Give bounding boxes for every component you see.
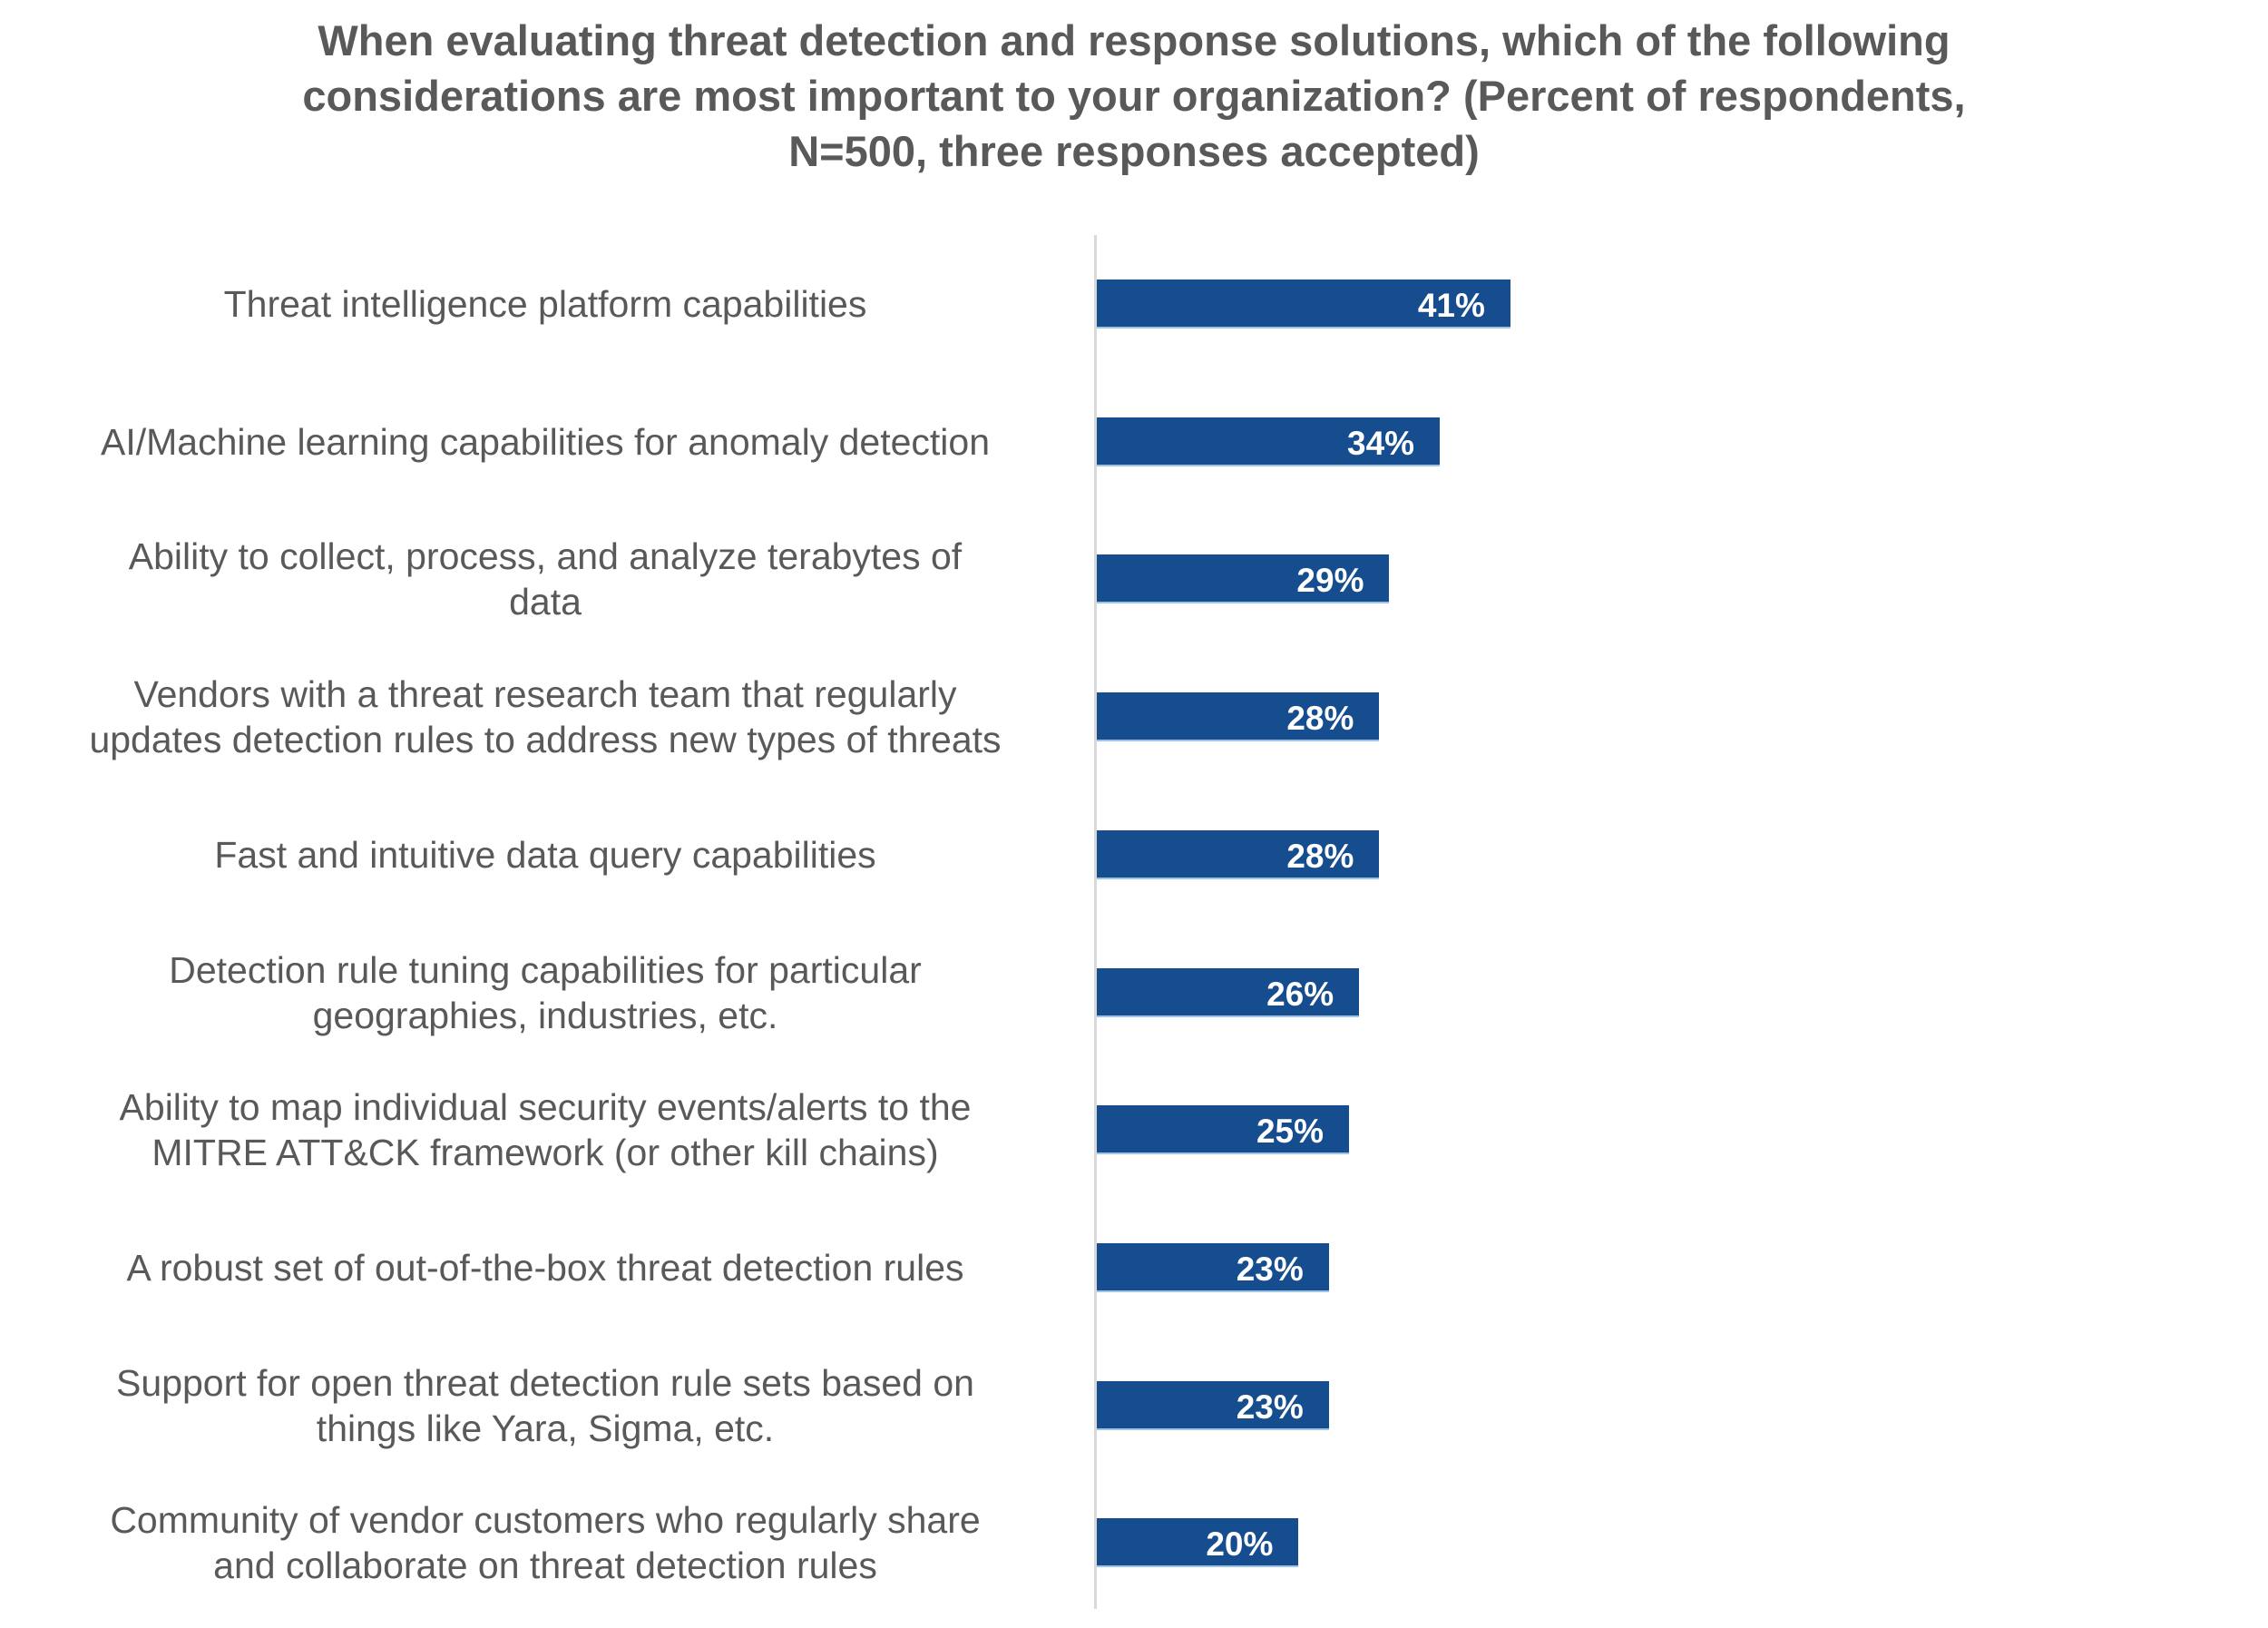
bar-value-label: 26% bbox=[1266, 975, 1334, 1013]
chart-title-line: When evaluating threat detection and res… bbox=[318, 16, 1950, 64]
category-label-line: Detection rule tuning capabilities for p… bbox=[169, 948, 922, 991]
bar bbox=[1097, 829, 1380, 879]
bar-value-label: 20% bbox=[1206, 1525, 1274, 1564]
bar bbox=[1097, 417, 1441, 466]
category-label: Ability to map individual security event… bbox=[24, 1084, 1067, 1175]
category-label-line: data bbox=[509, 581, 582, 623]
category-label-line: and collaborate on threat detection rule… bbox=[213, 1545, 877, 1587]
category-label-line: A robust set of out-of-the-box threat de… bbox=[126, 1246, 964, 1289]
category-label-line: updates detection rules to address new t… bbox=[89, 719, 1002, 761]
bar-value-label: 23% bbox=[1236, 1388, 1304, 1426]
category-label-line: Community of vendor customers who regula… bbox=[110, 1499, 981, 1542]
category-label-line: AI/Machine learning capabilities for ano… bbox=[101, 420, 990, 463]
category-label: Vendors with a threat research team that… bbox=[24, 672, 1067, 762]
category-label: Threat intelligence platform capabilitie… bbox=[24, 281, 1067, 327]
bar bbox=[1097, 554, 1390, 604]
category-label-line: Fast and intuitive data query capabiliti… bbox=[214, 833, 876, 876]
bar bbox=[1097, 1242, 1329, 1292]
category-label: Support for open threat detection rule s… bbox=[24, 1360, 1067, 1451]
bar bbox=[1097, 1518, 1299, 1568]
category-label: Ability to collect, process, and analyze… bbox=[24, 534, 1067, 624]
bar-value-label: 34% bbox=[1347, 424, 1415, 462]
category-label-line: MITRE ATT&CK framework (or other kill ch… bbox=[152, 1132, 939, 1174]
category-label: A robust set of out-of-the-box threat de… bbox=[24, 1245, 1067, 1290]
category-label-line: geographies, industries, etc. bbox=[312, 994, 778, 1036]
category-label: Community of vendor customers who regula… bbox=[24, 1497, 1067, 1588]
bar bbox=[1097, 1380, 1329, 1430]
category-label-line: Threat intelligence platform capabilitie… bbox=[223, 283, 867, 325]
category-label-line: things like Yara, Sigma, etc. bbox=[316, 1407, 775, 1449]
chart-title-line: N=500, three responses accepted) bbox=[788, 127, 1480, 175]
category-label: AI/Machine learning capabilities for ano… bbox=[24, 419, 1067, 465]
bar-value-label: 25% bbox=[1256, 1113, 1324, 1151]
bar-value-label: 41% bbox=[1417, 287, 1485, 324]
category-label: Detection rule tuning capabilities for p… bbox=[24, 947, 1067, 1038]
bar-value-label: 28% bbox=[1286, 700, 1354, 738]
bar bbox=[1097, 1105, 1349, 1155]
chart-title-line: considerations are most important to you… bbox=[302, 72, 1966, 120]
bar bbox=[1097, 692, 1380, 742]
bar-value-label: 29% bbox=[1296, 562, 1364, 600]
category-label-line: Support for open threat detection rule s… bbox=[116, 1361, 974, 1404]
chart-title: When evaluating threat detection and res… bbox=[0, 13, 2268, 179]
category-label-line: Ability to collect, process, and analyze… bbox=[128, 535, 963, 578]
bar-value-label: 23% bbox=[1236, 1250, 1304, 1288]
bar bbox=[1097, 280, 1510, 329]
category-label-line: Vendors with a threat research team that… bbox=[133, 673, 957, 716]
category-label: Fast and intuitive data query capabiliti… bbox=[24, 832, 1067, 878]
bar bbox=[1097, 967, 1360, 1017]
bar-value-label: 28% bbox=[1286, 837, 1354, 875]
category-label-line: Ability to map individual security event… bbox=[119, 1086, 972, 1129]
category-axis-line bbox=[1094, 235, 1097, 1609]
